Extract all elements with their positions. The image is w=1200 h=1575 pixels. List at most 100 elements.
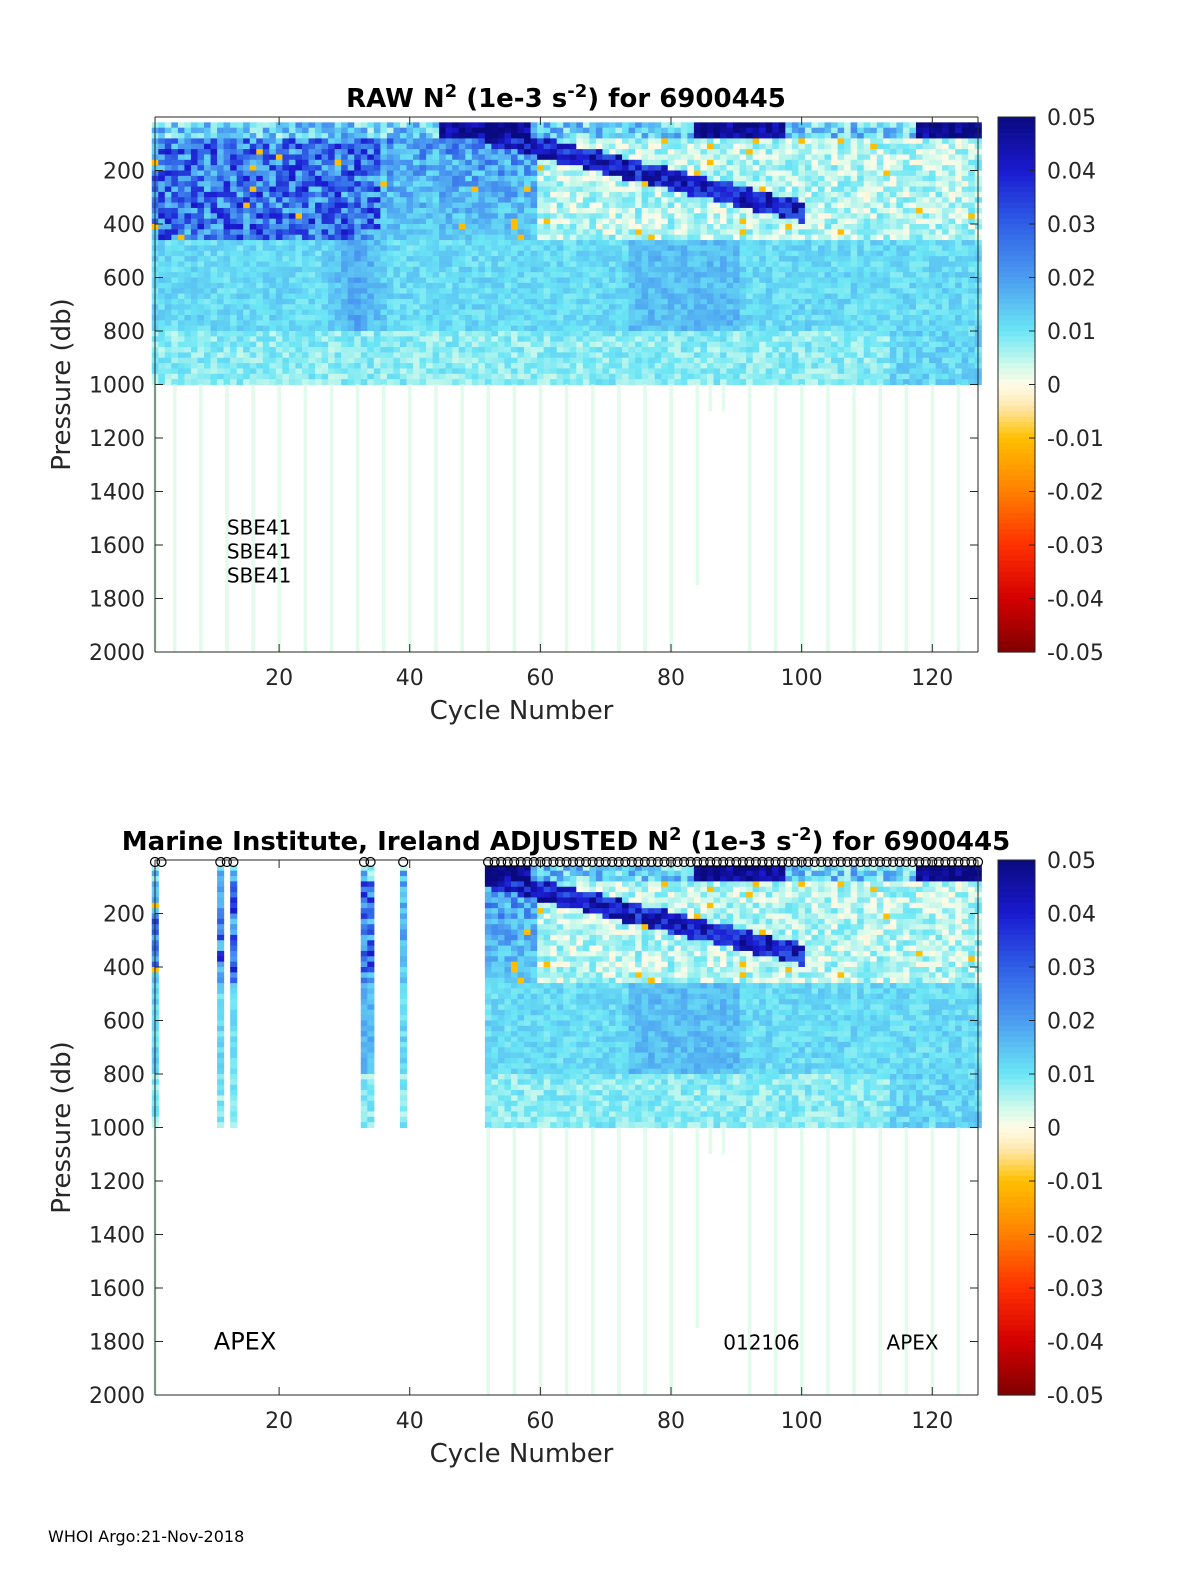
heatmap-cell [439, 373, 447, 380]
heatmap-cell [537, 266, 545, 273]
heatmap-cell [504, 314, 512, 321]
heatmap-cell [380, 127, 388, 134]
heatmap-cell [399, 154, 408, 161]
heatmap-cell [236, 229, 244, 236]
heatmap-cell [484, 229, 492, 236]
heatmap-cell [275, 352, 283, 359]
heatmap-cell [530, 127, 538, 134]
heatmap-cell [458, 159, 466, 166]
heatmap-cell [275, 379, 283, 386]
heatmap-cell [426, 133, 434, 139]
heatmap-cell [798, 325, 806, 332]
heatmap-cell [373, 261, 381, 268]
heatmap-cell [399, 213, 408, 220]
heatmap-cell [177, 186, 185, 193]
heatmap-cell [720, 127, 728, 134]
heatmap-cell [204, 186, 212, 193]
heatmap-cell [530, 320, 538, 327]
heatmap-cell [484, 293, 492, 300]
heatmap-cell [223, 224, 231, 230]
heatmap-cell [511, 363, 519, 370]
heatmap-cell [667, 213, 675, 220]
heatmap-cell [465, 293, 473, 300]
deep-profile-strand [225, 384, 229, 652]
heatmap-cell [393, 368, 401, 375]
heatmap-cell [811, 202, 819, 209]
heatmap-cell [236, 320, 244, 327]
heatmap-cell [439, 368, 447, 375]
heatmap-cell [595, 331, 603, 337]
heatmap-cell [197, 224, 205, 230]
heatmap-cell [204, 143, 212, 150]
heatmap-cell [210, 282, 218, 289]
heatmap-cell [772, 170, 780, 177]
heatmap-cell [419, 363, 427, 370]
heatmap-cell [746, 357, 754, 364]
heatmap-cell [635, 197, 643, 204]
heatmap-cell [628, 186, 636, 193]
heatmap-cell [282, 240, 290, 246]
heatmap-cell [282, 181, 290, 188]
heatmap-cell [282, 127, 290, 134]
heatmap-cell [210, 256, 218, 263]
heatmap-cell [785, 331, 793, 337]
heatmap-cell [471, 127, 479, 134]
heatmap-cell [288, 277, 297, 284]
heatmap-cell [713, 175, 721, 182]
heatmap-cell [569, 320, 577, 327]
heatmap-cell [210, 250, 218, 257]
heatmap-cell [791, 293, 799, 300]
heatmap-cell [256, 266, 264, 273]
heatmap-cell [308, 218, 316, 225]
heatmap-cell [204, 224, 212, 230]
heatmap-cell [471, 304, 479, 311]
heatmap-cell [164, 240, 172, 246]
heatmap-cell [262, 127, 270, 134]
heatmap-cell [733, 229, 741, 236]
heatmap-cell [791, 197, 799, 204]
heatmap-cell [537, 149, 545, 156]
heatmap-cell [321, 127, 329, 134]
heatmap-cell [504, 379, 512, 386]
heatmap-cell [589, 197, 597, 204]
heatmap-cell [667, 191, 675, 198]
heatmap-cell [243, 373, 251, 380]
heatmap-cell [765, 122, 773, 129]
heatmap-cell [380, 272, 388, 279]
heatmap-cell [713, 127, 721, 134]
heatmap-cell [465, 138, 473, 145]
heatmap-cell [275, 138, 283, 145]
heatmap-cell [550, 379, 558, 386]
heatmap-cell [706, 133, 715, 139]
heatmap-cell [674, 138, 682, 145]
heatmap-cell [524, 202, 532, 209]
heatmap-cell [399, 261, 408, 268]
heatmap-cell [739, 298, 747, 305]
heatmap-cell [347, 336, 355, 343]
heatmap-cell [432, 368, 440, 375]
heatmap-cell [217, 218, 225, 225]
heatmap-cell [700, 250, 708, 257]
heatmap-cell [511, 325, 519, 332]
heatmap-cell [282, 373, 290, 380]
heatmap-cell [452, 347, 460, 353]
heatmap-cell [471, 154, 479, 161]
heatmap-cell [667, 245, 675, 252]
heatmap-cell [595, 143, 603, 150]
heatmap-cell [537, 127, 545, 134]
heatmap-cell [641, 122, 649, 129]
heatmap-cell [654, 256, 662, 263]
heatmap-cell [615, 234, 623, 241]
heatmap-cell [759, 240, 767, 246]
heatmap-cell [667, 186, 675, 193]
heatmap-cell [491, 304, 499, 311]
heatmap-cell [713, 320, 721, 327]
heatmap-cell [328, 202, 336, 209]
heatmap-cell [556, 314, 564, 321]
heatmap-cell [321, 218, 329, 225]
heatmap-cell [680, 165, 688, 172]
heatmap-cell [543, 298, 551, 305]
heatmap-cell [413, 341, 421, 348]
heatmap-cell [550, 304, 558, 311]
heatmap-cell [308, 320, 316, 327]
